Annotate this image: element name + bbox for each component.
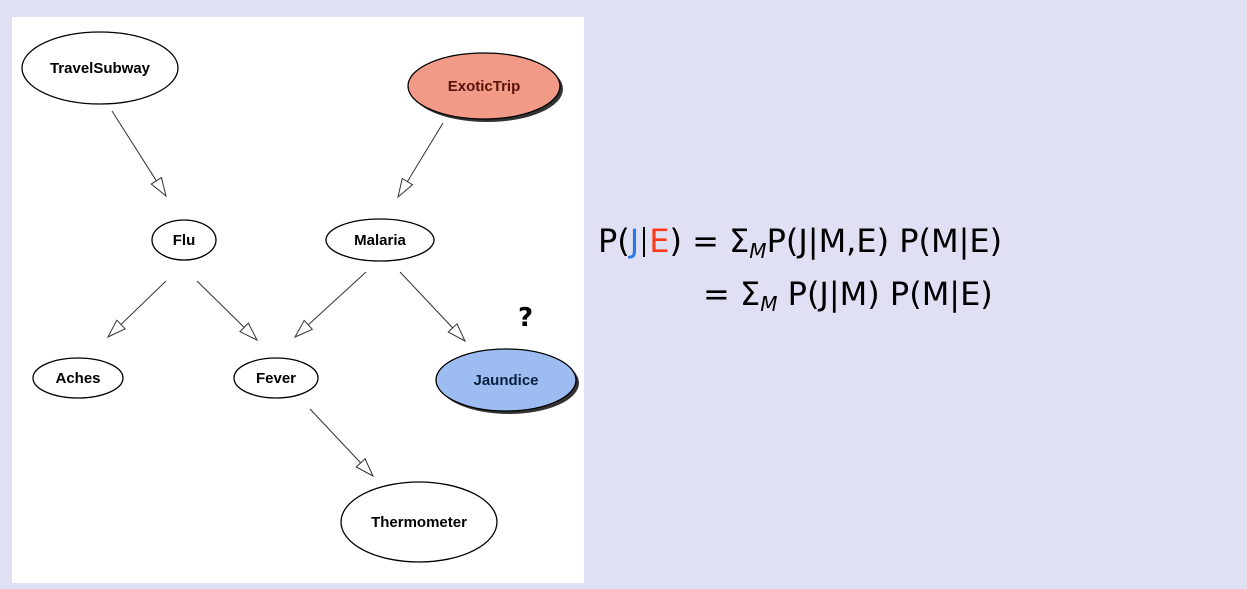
node-label: Malaria [354, 232, 406, 249]
rhs-expression: P(J|M,E) P(M|E) [766, 222, 1003, 260]
edge-flu-to-aches [106, 280, 167, 339]
query-var: J [629, 222, 640, 260]
node-label: Aches [55, 370, 100, 387]
node-label: TravelSubway [50, 60, 151, 77]
node-label: Fever [256, 370, 296, 387]
edge-exotic-trip-to-malaria [397, 122, 444, 199]
edges-layer [106, 110, 467, 478]
lhs-prefix: P( [598, 222, 630, 260]
equals-sign: = [692, 222, 719, 260]
equals-sign: = [703, 275, 730, 313]
node-label: Jaundice [473, 372, 538, 389]
nodes-layer: TravelSubway ExoticTrip Flu Malaria Aches Fev… [21, 31, 579, 563]
edge-flu-to-fever [196, 280, 259, 342]
edge-malaria-to-jaundice [399, 271, 467, 343]
formula-line-2: = ΣM P(J|M) P(M|E) [703, 275, 993, 314]
edge-fever-to-thermometer [309, 408, 375, 478]
sum-symbol: Σ [729, 222, 750, 260]
lhs-suffix: ) [669, 222, 682, 260]
sum-symbol: Σ [739, 275, 761, 313]
node-aches: Aches [32, 357, 124, 399]
node-label: Thermometer [371, 514, 467, 531]
edge-malaria-to-fever [293, 271, 367, 339]
sum-index: M [749, 239, 767, 263]
given-bar [643, 227, 646, 257]
node-jaundice: Jaundice [435, 348, 579, 414]
bayes-net-panel: TravelSubway ExoticTrip Flu Malaria Aches Fev… [12, 17, 584, 583]
evidence-var: E [649, 222, 670, 260]
edge-travel-subway-to-flu [111, 110, 167, 198]
node-travel-subway: TravelSubway [21, 31, 179, 105]
node-thermometer: Thermometer [340, 481, 498, 563]
formula-line-1: P(J E) = ΣMP(J|M,E) P(M|E) [598, 222, 1003, 261]
sum-index: M [760, 292, 778, 316]
query-marker: ? [518, 303, 534, 333]
node-label: ExoticTrip [448, 78, 521, 95]
node-label: Flu [173, 232, 196, 249]
node-exotic-trip: ExoticTrip [407, 52, 563, 122]
node-malaria: Malaria [325, 218, 435, 262]
node-fever: Fever [233, 357, 319, 399]
bayes-net-diagram: TravelSubway ExoticTrip Flu Malaria Aches Fev… [21, 31, 579, 563]
node-flu: Flu [151, 219, 217, 261]
rhs-expression: P(J|M) P(M|E) [787, 275, 993, 313]
